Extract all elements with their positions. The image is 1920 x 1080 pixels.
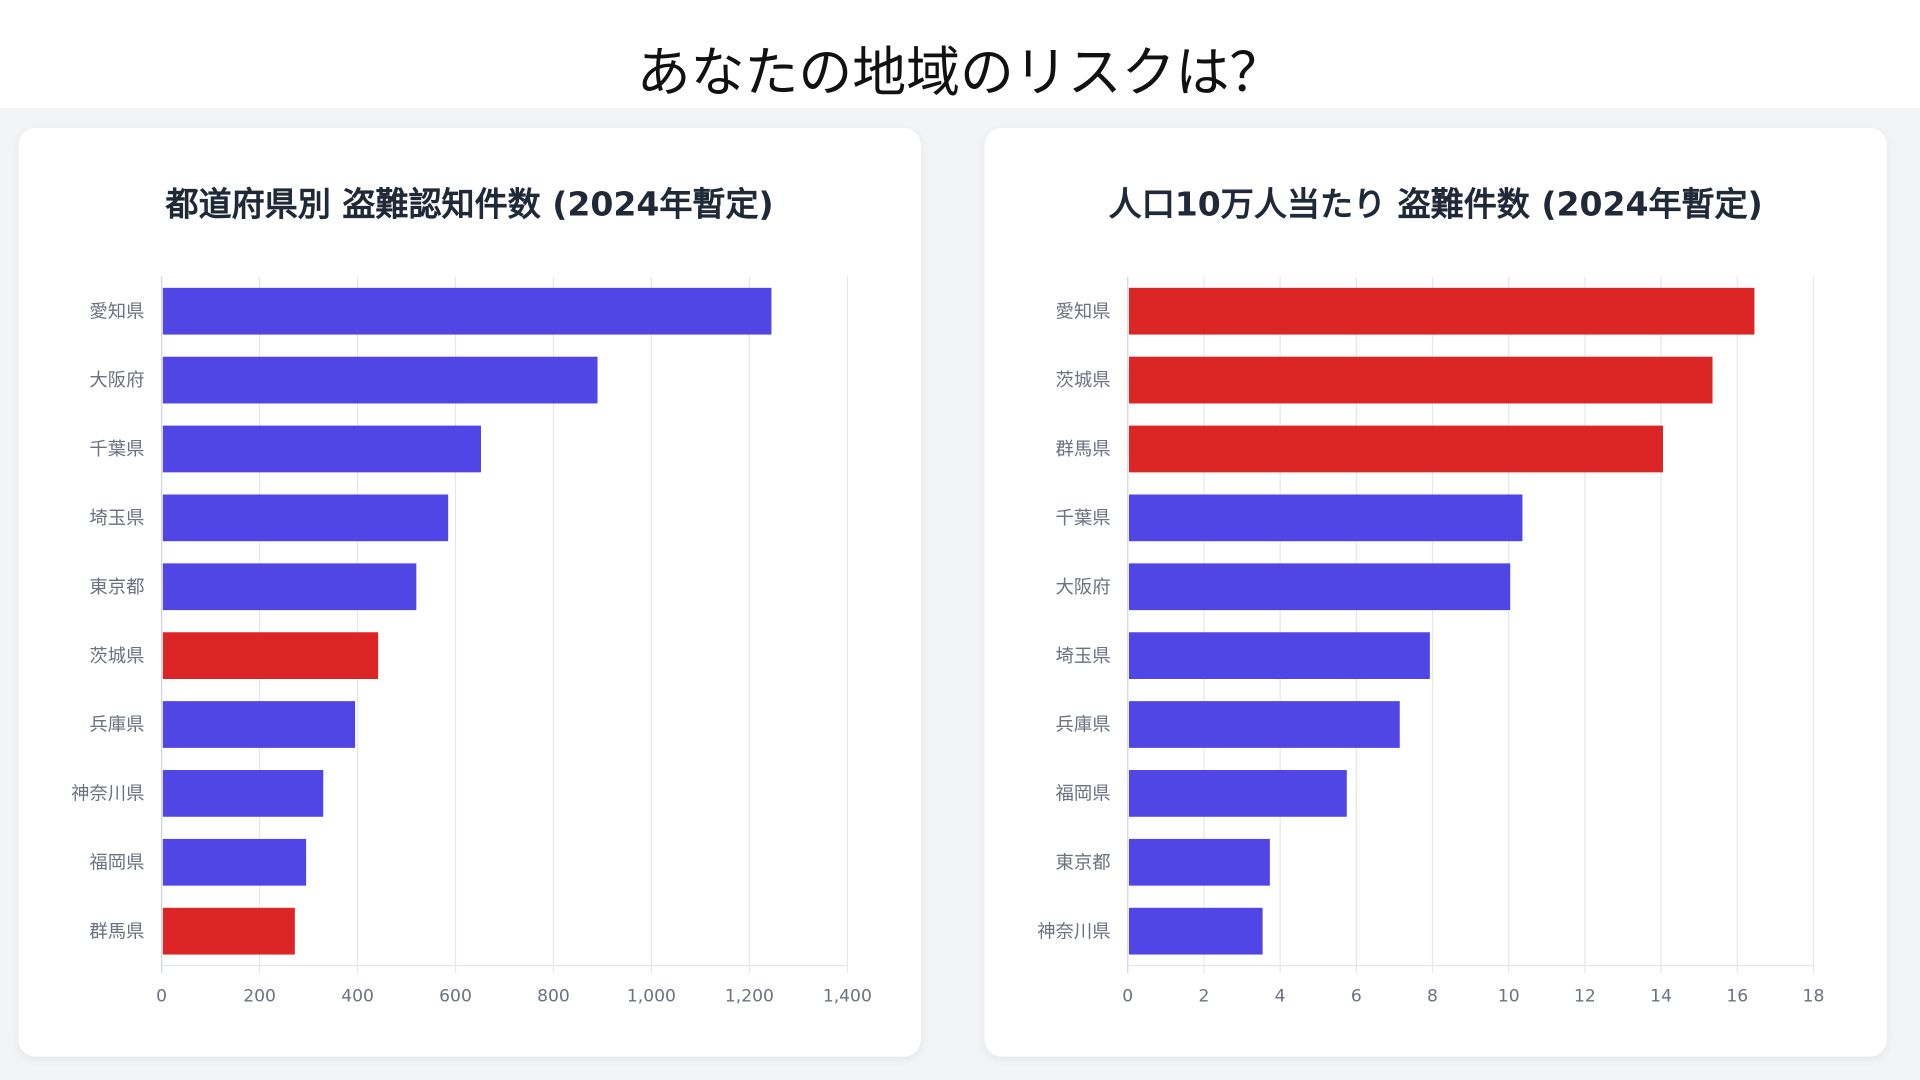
bar-福岡県	[1128, 770, 1347, 817]
x-tick-label: 1,200	[725, 986, 774, 1006]
category-label: 福岡県	[1056, 784, 1111, 805]
bar-福岡県	[162, 838, 307, 886]
bar-大阪府	[1128, 563, 1511, 611]
category-label: 大阪府	[1056, 577, 1111, 598]
bar-群馬県	[1128, 425, 1663, 473]
theft-per-capita-chart: 0 2 4 6 8 10 12 14 16 18 愛知県茨城県群馬県千葉県大阪府埼玉県兵庫県福岡県東…	[1037, 276, 1825, 1006]
bar-茨城県	[162, 632, 379, 679]
x-tick-label: 16	[1726, 986, 1748, 1006]
chart-card-theft-per-capita: 人口10万人当たり 盗難件数 (2024年暫定) 0 2 4 6 8 10 12 14 16 18…	[984, 127, 1887, 1057]
bar-兵庫県	[162, 701, 356, 748]
category-label: 千葉県	[89, 439, 144, 460]
bar-愛知県	[1128, 287, 1755, 335]
x-tick-label: 14	[1650, 986, 1672, 1006]
x-tick-label: 800	[537, 986, 570, 1006]
bar-神奈川県	[1128, 907, 1263, 955]
category-label: 茨城県	[1056, 370, 1111, 391]
category-label: 埼玉県	[1056, 646, 1111, 667]
bar-群馬県	[162, 907, 295, 955]
category-label: 兵庫県	[89, 715, 144, 736]
category-label: 愛知県	[1056, 301, 1111, 322]
category-label: 群馬県	[1056, 439, 1111, 460]
x-tick-label: 600	[439, 986, 472, 1006]
bar-大阪府	[162, 356, 598, 404]
bar-東京都	[162, 563, 417, 611]
chart-card-theft-count: 都道府県別 盗難認知件数 (2024年暫定) 0 200 400 600 800 1,00…	[18, 127, 921, 1057]
bar-東京都	[1128, 838, 1270, 886]
x-tick-label: 1,400	[823, 986, 872, 1006]
category-label: 東京都	[1056, 852, 1111, 873]
x-tick-label: 1,000	[627, 986, 676, 1006]
x-tick-label: 2	[1198, 986, 1209, 1006]
category-label: 神奈川県	[1037, 921, 1110, 942]
x-tick-label: 400	[341, 986, 374, 1006]
bar-茨城県	[1128, 356, 1713, 404]
category-label: 千葉県	[1056, 508, 1111, 529]
x-tick-label: 200	[243, 986, 276, 1006]
category-label: 茨城県	[89, 646, 144, 667]
x-tick-label: 6	[1351, 986, 1362, 1006]
x-tick-label: 0	[156, 986, 167, 1006]
bar-兵庫県	[1128, 701, 1400, 748]
x-tick-label: 12	[1574, 986, 1596, 1006]
x-tick-label: 0	[1122, 986, 1133, 1006]
chart-title: 都道府県別 盗難認知件数 (2024年暫定)	[165, 185, 774, 224]
category-label: 愛知県	[89, 301, 144, 322]
category-label: 東京都	[89, 577, 144, 598]
category-label: 福岡県	[89, 852, 144, 873]
x-tick-label: 8	[1427, 986, 1438, 1006]
bar-神奈川県	[162, 770, 324, 817]
chart-title: 人口10万人当たり 盗難件数 (2024年暫定)	[1108, 185, 1763, 224]
theft-count-chart: 0 200 400 600 800 1,000 1,200 1,400 愛知県大阪府千葉県埼玉県…	[71, 276, 872, 1006]
page-title: あなたの地域のリスクは？	[636, 41, 1284, 105]
bar-埼玉県	[1128, 632, 1430, 679]
category-label: 兵庫県	[1056, 715, 1111, 736]
category-label: 埼玉県	[89, 508, 144, 529]
bar-千葉県	[162, 425, 481, 473]
bar-愛知県	[162, 287, 772, 335]
x-tick-label: 10	[1498, 986, 1520, 1006]
bar-千葉県	[1128, 494, 1523, 542]
x-tick-label: 18	[1803, 986, 1825, 1006]
category-label: 神奈川県	[71, 784, 144, 805]
x-tick-label: 4	[1275, 986, 1286, 1006]
header: あなたの地域のリスクは？	[0, 0, 1920, 109]
category-label: 大阪府	[89, 370, 144, 391]
category-label: 群馬県	[89, 921, 144, 942]
bar-埼玉県	[162, 494, 449, 542]
